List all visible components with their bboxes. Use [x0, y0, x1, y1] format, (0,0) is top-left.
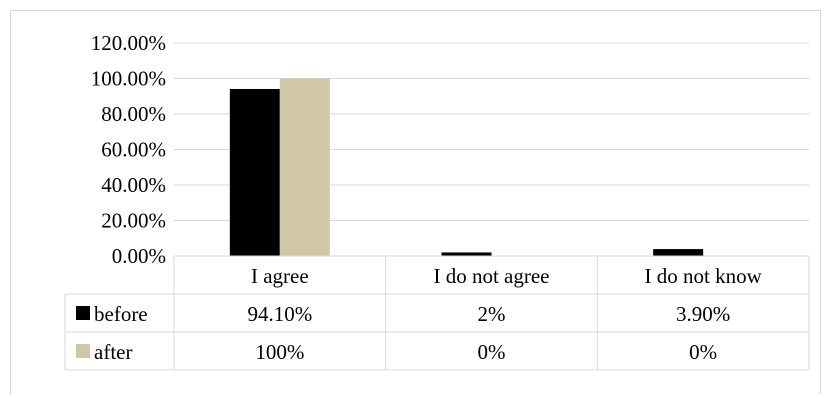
data-label: 3.90% — [676, 302, 730, 326]
y-tick-label: 100.00% — [91, 67, 166, 91]
data-label: 94.10% — [247, 302, 312, 326]
legend-swatch-before — [76, 306, 90, 320]
category-label: I do not know — [645, 264, 763, 288]
bar-before-0 — [229, 88, 280, 256]
category-label: I agree — [251, 264, 309, 288]
bar-after-0 — [279, 78, 330, 256]
y-tick-label: 40.00% — [101, 173, 166, 197]
data-label: 100% — [255, 340, 304, 364]
y-tick-label: 20.00% — [101, 209, 166, 233]
legend-swatch-after — [76, 344, 90, 358]
y-tick-label: 120.00% — [91, 31, 166, 55]
bar-before-1 — [441, 252, 492, 256]
legend-label: before — [94, 302, 148, 326]
category-label: I do not agree — [433, 264, 549, 288]
y-tick-label: 60.00% — [101, 138, 166, 162]
y-tick-label: 0.00% — [112, 244, 166, 268]
data-label: 2% — [478, 302, 506, 326]
bar-before-2 — [653, 249, 704, 256]
chart-frame — [10, 10, 821, 394]
data-label: 0% — [689, 340, 717, 364]
y-tick-label: 80.00% — [101, 102, 166, 126]
legend-label: after — [94, 340, 132, 364]
data-label: 0% — [478, 340, 506, 364]
